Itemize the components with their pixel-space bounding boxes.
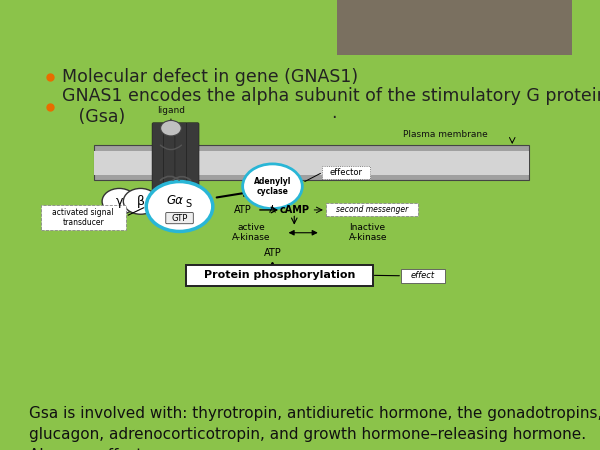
Circle shape — [146, 181, 213, 231]
Text: active
A-kinase: active A-kinase — [232, 223, 271, 243]
FancyBboxPatch shape — [401, 269, 445, 283]
Text: Molecular defect in gene (GNAS1): Molecular defect in gene (GNAS1) — [62, 68, 358, 86]
Text: Pathophysiology: Pathophysiology — [28, 29, 323, 63]
Circle shape — [242, 164, 302, 209]
FancyBboxPatch shape — [152, 122, 164, 202]
Text: .: . — [332, 104, 337, 122]
Circle shape — [161, 121, 181, 136]
Text: Plasma membrane: Plasma membrane — [403, 130, 488, 139]
Text: effector: effector — [329, 167, 362, 176]
Text: β: β — [137, 195, 145, 208]
Text: second messenger: second messenger — [335, 205, 408, 214]
Text: GNAS1 encodes the alpha subunit of the stimulatory G protein
   (Gsa): GNAS1 encodes the alpha subunit of the s… — [62, 87, 600, 126]
FancyBboxPatch shape — [175, 122, 188, 202]
FancyBboxPatch shape — [166, 212, 193, 224]
FancyBboxPatch shape — [187, 265, 373, 286]
Text: effect: effect — [410, 271, 435, 280]
Text: Protein phosphorylation: Protein phosphorylation — [204, 270, 356, 280]
Text: γ: γ — [116, 195, 123, 208]
FancyBboxPatch shape — [163, 122, 176, 202]
Text: Gsa is involved with: thyrotropin, antidiuretic hormone, the gonadotropins,
gluc: Gsa is involved with: thyrotropin, antid… — [29, 406, 600, 450]
Text: cAMP: cAMP — [279, 205, 309, 215]
Text: Adenylyl
cyclase: Adenylyl cyclase — [254, 176, 291, 196]
Text: Gα: Gα — [167, 194, 184, 207]
FancyBboxPatch shape — [187, 122, 199, 202]
FancyBboxPatch shape — [337, 0, 572, 55]
Circle shape — [102, 189, 137, 214]
FancyBboxPatch shape — [326, 202, 418, 216]
Text: Inactive
A-kinase: Inactive A-kinase — [349, 223, 387, 243]
FancyBboxPatch shape — [94, 145, 529, 180]
FancyBboxPatch shape — [41, 205, 126, 230]
Text: activated signal
transducer: activated signal transducer — [52, 208, 114, 227]
Circle shape — [124, 189, 158, 214]
Text: ATP: ATP — [234, 205, 251, 215]
Text: GTP: GTP — [172, 214, 188, 223]
FancyBboxPatch shape — [94, 151, 529, 175]
Text: S: S — [185, 199, 191, 209]
Text: ligand: ligand — [157, 106, 185, 115]
Text: ATP: ATP — [263, 248, 281, 258]
FancyBboxPatch shape — [322, 166, 370, 179]
